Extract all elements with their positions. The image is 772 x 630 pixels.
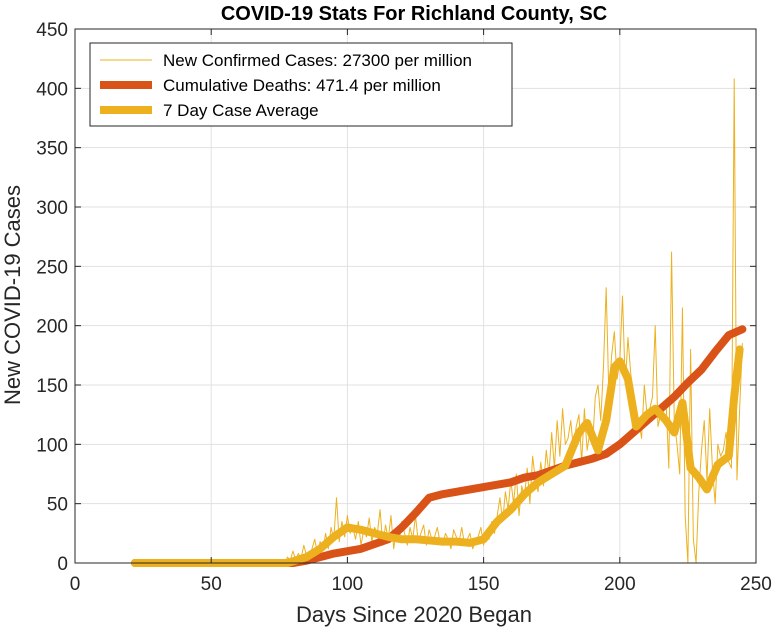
y-axis-label: New COVID-19 Cases bbox=[0, 185, 25, 405]
x-tick-label: 200 bbox=[604, 574, 636, 595]
y-tick-label: 450 bbox=[36, 20, 68, 41]
series-line-2 bbox=[130, 325, 747, 567]
legend-label-1: New Confirmed Cases: 27300 per million bbox=[163, 51, 472, 70]
legend-label-2: Cumulative Deaths: 471.4 per million bbox=[163, 76, 441, 95]
series-layer bbox=[130, 78, 747, 567]
x-tick-label: 100 bbox=[332, 574, 364, 595]
y-tick-label: 200 bbox=[36, 317, 68, 338]
y-tick-label: 400 bbox=[36, 79, 68, 100]
y-tick-label: 100 bbox=[36, 435, 68, 456]
x-tick-label: 50 bbox=[201, 574, 222, 595]
y-tick-label: 150 bbox=[36, 376, 68, 397]
x-tick-label: 250 bbox=[740, 574, 772, 595]
legend: New Confirmed Cases: 27300 per million Cu… bbox=[89, 42, 513, 127]
y-tick-label: 300 bbox=[36, 198, 68, 219]
series-line-3 bbox=[130, 345, 744, 567]
x-axis-label: Days Since 2020 Began bbox=[296, 602, 532, 627]
chart-title: COVID-19 Stats For Richland County, SC bbox=[221, 3, 607, 25]
legend-label-3: 7 Day Case Average bbox=[163, 101, 319, 120]
x-tick-label: 0 bbox=[70, 574, 81, 595]
y-tick-label: 350 bbox=[36, 139, 68, 160]
y-tick-label: 250 bbox=[36, 257, 68, 278]
x-tick-label: 150 bbox=[468, 574, 500, 595]
y-tick-label: 0 bbox=[57, 554, 68, 575]
y-tick-label: 50 bbox=[47, 495, 68, 516]
legend-box bbox=[89, 42, 513, 127]
axis-ticks: 0 50 100 150 200 250 0 50 100 150 200 250 300 350 400 4… bbox=[36, 20, 772, 595]
plot-frame bbox=[74, 28, 757, 564]
